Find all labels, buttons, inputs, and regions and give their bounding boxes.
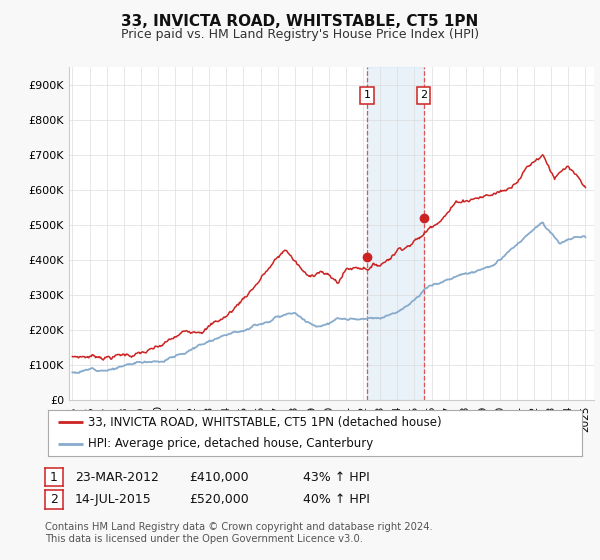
Text: £410,000: £410,000 bbox=[189, 470, 248, 484]
Text: 23-MAR-2012: 23-MAR-2012 bbox=[75, 470, 159, 484]
Text: 40% ↑ HPI: 40% ↑ HPI bbox=[303, 493, 370, 506]
Text: 43% ↑ HPI: 43% ↑ HPI bbox=[303, 470, 370, 484]
Text: 1: 1 bbox=[364, 90, 370, 100]
Text: 1: 1 bbox=[50, 470, 58, 484]
Text: 2: 2 bbox=[420, 90, 427, 100]
Text: HPI: Average price, detached house, Canterbury: HPI: Average price, detached house, Cant… bbox=[88, 437, 373, 450]
Text: 2: 2 bbox=[50, 493, 58, 506]
Text: 14-JUL-2015: 14-JUL-2015 bbox=[75, 493, 152, 506]
Text: 33, INVICTA ROAD, WHITSTABLE, CT5 1PN: 33, INVICTA ROAD, WHITSTABLE, CT5 1PN bbox=[121, 14, 479, 29]
Bar bbox=[367, 67, 424, 400]
Text: Price paid vs. HM Land Registry's House Price Index (HPI): Price paid vs. HM Land Registry's House … bbox=[121, 28, 479, 41]
Text: £520,000: £520,000 bbox=[189, 493, 249, 506]
Text: 33, INVICTA ROAD, WHITSTABLE, CT5 1PN (detached house): 33, INVICTA ROAD, WHITSTABLE, CT5 1PN (d… bbox=[88, 416, 442, 429]
Text: Contains HM Land Registry data © Crown copyright and database right 2024.
This d: Contains HM Land Registry data © Crown c… bbox=[45, 522, 433, 544]
